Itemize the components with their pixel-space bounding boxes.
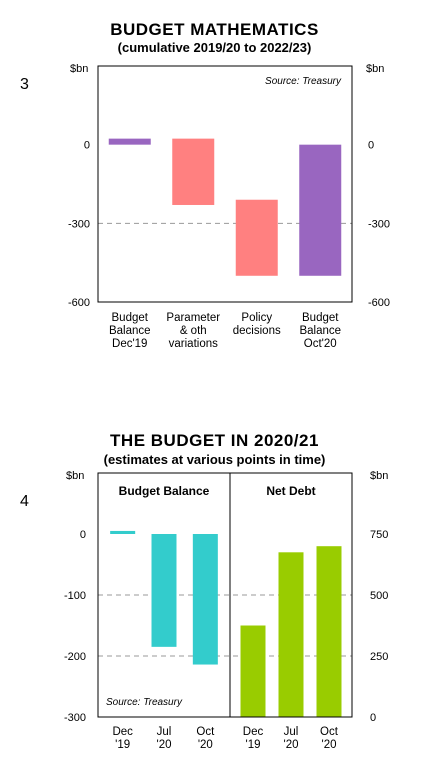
ytick-right-0: 750: [370, 529, 388, 541]
ytick-right-0: 0: [368, 140, 374, 152]
bar-0: [108, 138, 151, 145]
bar-panel0-0: [110, 530, 136, 534]
chart1-title: BUDGET MATHEMATICS: [110, 20, 319, 39]
bar-panel0-2: [192, 534, 218, 665]
plot-frame: [97, 65, 353, 303]
panel-title-1: Net Debt: [266, 484, 315, 498]
category-label-3-0: Budget: [302, 312, 339, 324]
ytick-right-1: 500: [370, 590, 388, 602]
category-label-0-0: Budget: [112, 312, 149, 324]
ylabel-right: $bn: [366, 63, 384, 75]
source-note: Source: Treasury: [106, 697, 183, 708]
ytick-right-2: 250: [370, 651, 388, 663]
category-label-panel1-2-1: '20: [322, 739, 337, 751]
ylabel-right: $bn: [370, 470, 388, 482]
category-label-0-1: Balance: [109, 325, 151, 337]
panel-title-0: Budget Balance: [119, 484, 210, 498]
ylabel-left: $bn: [70, 63, 88, 75]
ytick-left-0: 0: [80, 529, 86, 541]
ytick-left-1: -100: [64, 590, 86, 602]
ytick-right-3: 0: [370, 712, 376, 724]
category-label-panel0-0-1: '19: [115, 739, 130, 751]
bar-panel1-0: [240, 625, 266, 717]
chart-number-4: 4: [20, 493, 29, 510]
category-label-2-1: decisions: [233, 325, 281, 337]
plot-frame: [97, 472, 353, 718]
category-label-panel1-1-1: '20: [284, 739, 299, 751]
bar-2: [235, 199, 278, 276]
category-label-1-1: & oth: [180, 325, 207, 337]
ytick-left-0: 0: [84, 140, 90, 152]
category-label-panel1-2-0: Oct: [320, 726, 339, 738]
source-note: Source: Treasury: [265, 76, 342, 87]
category-label-panel1-1-0: Jul: [284, 726, 299, 738]
category-label-panel0-1-1: '20: [157, 739, 172, 751]
ytick-right-1: -300: [368, 218, 390, 230]
bar-panel0-1: [151, 534, 177, 647]
bar-panel1-1: [278, 552, 304, 717]
category-label-2-0: Policy: [241, 312, 272, 324]
ytick-left-2: -200: [64, 651, 86, 663]
ytick-left-2: -600: [68, 297, 90, 309]
category-label-3-2: Oct'20: [304, 338, 337, 350]
ytick-left-1: -300: [68, 218, 90, 230]
category-label-1-0: Parameter: [166, 312, 220, 324]
category-label-1-2: variations: [169, 338, 218, 350]
chart-number-3: 3: [20, 76, 29, 93]
bar-3: [299, 144, 342, 276]
ytick-right-2: -600: [368, 297, 390, 309]
category-label-panel0-2-1: '20: [198, 739, 213, 751]
category-label-panel0-1-0: Jul: [157, 726, 172, 738]
chart2-subtitle: (estimates at various points in time): [103, 452, 326, 467]
chart2-title: THE BUDGET IN 2020/21: [110, 431, 319, 450]
chart1-subtitle: (cumulative 2019/20 to 2022/23): [117, 40, 312, 55]
bar-1: [172, 138, 215, 205]
category-label-panel1-0-0: Dec: [243, 726, 264, 738]
category-label-3-1: Balance: [299, 325, 341, 337]
category-label-panel1-0-1: '19: [246, 739, 261, 751]
bar-panel1-2: [316, 546, 342, 717]
category-label-panel0-0-0: Dec: [112, 726, 133, 738]
ylabel-left: $bn: [66, 470, 84, 482]
category-label-panel0-2-0: Oct: [196, 726, 215, 738]
category-label-0-2: Dec'19: [112, 338, 147, 350]
ytick-left-3: -300: [64, 712, 86, 724]
